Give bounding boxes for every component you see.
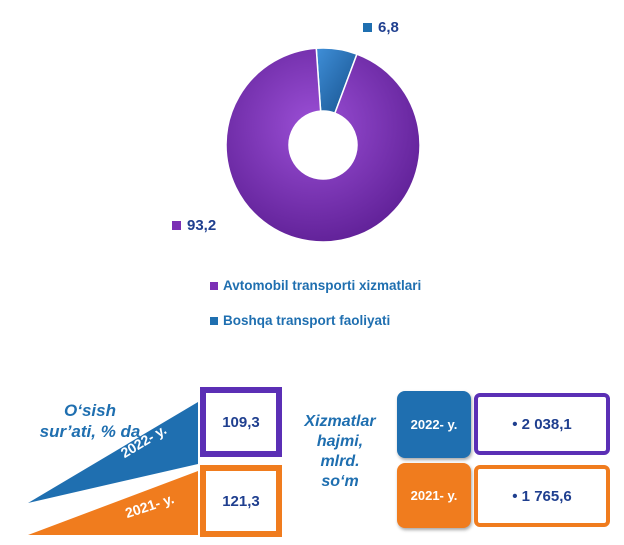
data-label-value: 93,2 [187,217,217,234]
volume-year-2022: 2022- y. [397,391,471,458]
slice-avtomobil [225,47,421,243]
legend-label: Boshqa transport faoliyati [223,313,391,328]
growth-value-2021: 121,3 [200,465,282,537]
wedge-2021 [28,471,198,535]
donut-chart [225,47,421,243]
data-label-avtomobil: 93,2 [172,217,216,234]
growth-wedges [28,402,198,535]
growth-value-2022: 109,3 [200,387,282,457]
legend-label: Avtomobil transporti xizmatlari [223,278,422,293]
data-label-value: 6,8 [378,19,399,36]
legend-square-icon [172,221,181,230]
volume-value-2022: • 2 038,1 [474,393,610,455]
legend-square-icon [210,316,218,325]
legend-item-avtomobil: Avtomobil transporti xizmatlari [210,278,421,293]
growth-title: O‘sish sur’ati, % da [39,401,141,441]
legend-item-boshqa: Boshqa transport faoliyati [210,313,390,328]
volume-value-2021: • 1 765,6 [474,465,610,527]
volume-year-2021: 2021- y. [397,463,471,528]
data-label-boshqa: 6,8 [363,19,399,36]
legend-square-icon [363,23,372,32]
wedge-2022 [28,402,198,503]
legend-square-icon [210,281,218,290]
volume-title: Xizmatlar hajmi, mlrd. so‘m [304,413,376,490]
